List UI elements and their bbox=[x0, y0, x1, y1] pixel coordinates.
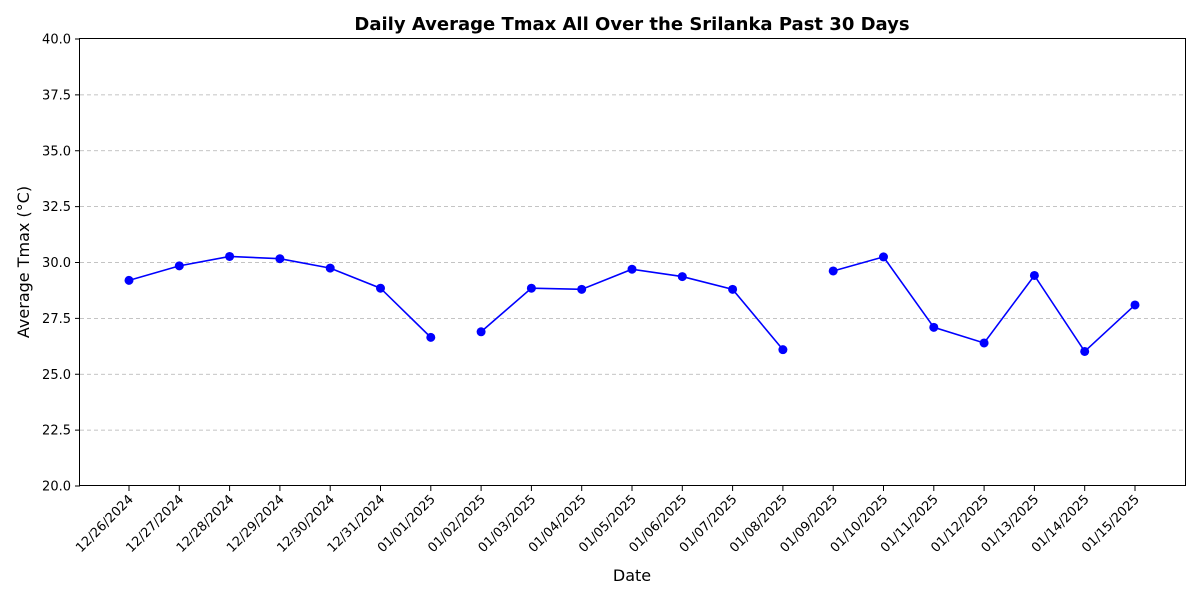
data-point bbox=[476, 327, 486, 337]
data-point bbox=[1080, 346, 1090, 356]
y-tick-label: 40.0 bbox=[42, 33, 71, 48]
data-point bbox=[828, 266, 838, 276]
data-point bbox=[225, 251, 235, 261]
data-point bbox=[929, 322, 939, 332]
y-tick-label: 30.0 bbox=[42, 256, 71, 271]
data-point bbox=[174, 261, 184, 271]
data-point bbox=[577, 284, 587, 294]
data-point bbox=[426, 332, 436, 342]
series-line-segment bbox=[128, 255, 432, 338]
y-tick-label: 35.0 bbox=[42, 144, 71, 159]
x-axis-label: Date bbox=[613, 566, 651, 585]
x-axis: 12/26/202412/27/202412/28/202412/29/2024… bbox=[73, 486, 1143, 556]
data-point bbox=[979, 338, 989, 348]
y-tick-label: 25.0 bbox=[42, 368, 71, 383]
data-point bbox=[526, 283, 536, 293]
y-tick-label: 20.0 bbox=[42, 480, 71, 495]
y-tick-label: 27.5 bbox=[42, 312, 71, 327]
data-point bbox=[879, 252, 888, 262]
y-axis-label: Average Tmax (°C) bbox=[14, 186, 33, 338]
y-axis: 20.0 22.5 25.0 27.5 30.0 32.5 35.0 37.5 40.0 bbox=[42, 33, 80, 495]
data-point bbox=[376, 283, 385, 293]
data-point bbox=[728, 284, 738, 294]
series-line-segment bbox=[832, 255, 1136, 353]
data-point bbox=[778, 345, 788, 355]
gridlines bbox=[80, 94, 1185, 431]
y-tick-label: 32.5 bbox=[42, 200, 71, 215]
data-point bbox=[325, 263, 335, 273]
chart-title: Daily Average Tmax All Over the Srilanka… bbox=[354, 14, 909, 35]
data-point bbox=[124, 275, 134, 285]
data-point bbox=[1029, 270, 1039, 280]
data-point bbox=[677, 272, 687, 282]
y-tick-label: 22.5 bbox=[42, 424, 71, 439]
data-point bbox=[275, 254, 285, 264]
series-line-segment bbox=[480, 268, 784, 351]
y-tick-label: 37.5 bbox=[42, 88, 71, 103]
data-series bbox=[124, 251, 1140, 356]
data-point bbox=[627, 264, 637, 274]
plot-frame bbox=[79, 38, 1186, 486]
data-point bbox=[1130, 300, 1140, 310]
